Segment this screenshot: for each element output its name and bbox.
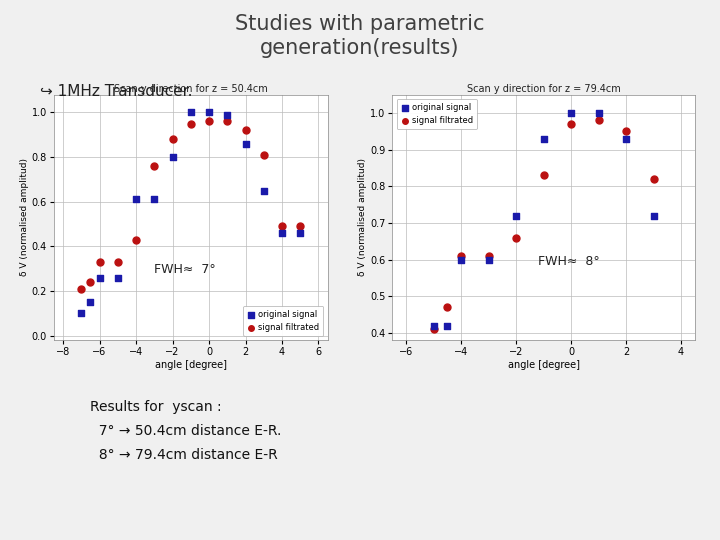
original signal — [483, 255, 495, 264]
X-axis label: angle [degree]: angle [degree] — [508, 360, 580, 370]
original signal — [167, 153, 179, 161]
original signal — [510, 211, 522, 220]
original signal — [294, 228, 306, 237]
signal filtrated — [648, 174, 660, 183]
signal filtrated — [185, 119, 197, 128]
signal filtrated — [112, 258, 124, 266]
Text: ↪ 1MHz Transducer.: ↪ 1MHz Transducer. — [40, 84, 192, 99]
original signal — [565, 109, 577, 117]
Text: FWH≈  8°: FWH≈ 8° — [538, 255, 600, 268]
signal filtrated — [85, 278, 96, 286]
original signal — [593, 109, 604, 117]
signal filtrated — [538, 171, 549, 179]
original signal — [94, 273, 105, 282]
Title: Scan y direction for z = 50.4cm: Scan y direction for z = 50.4cm — [114, 84, 268, 94]
original signal — [203, 108, 215, 117]
signal filtrated — [130, 235, 142, 244]
original signal — [258, 186, 269, 195]
original signal — [276, 228, 288, 237]
original signal — [240, 139, 251, 148]
original signal — [185, 108, 197, 117]
Legend: original signal, signal filtrated: original signal, signal filtrated — [243, 306, 323, 336]
original signal — [538, 134, 549, 143]
original signal — [130, 195, 142, 204]
signal filtrated — [94, 258, 105, 266]
signal filtrated — [203, 117, 215, 126]
original signal — [648, 211, 660, 220]
original signal — [455, 255, 467, 264]
signal filtrated — [148, 161, 160, 170]
signal filtrated — [167, 135, 179, 144]
signal filtrated — [593, 116, 604, 125]
signal filtrated — [222, 117, 233, 126]
original signal — [621, 134, 632, 143]
Text: Studies with parametric
generation(results): Studies with parametric generation(resul… — [235, 14, 485, 58]
signal filtrated — [240, 126, 251, 134]
original signal — [85, 298, 96, 307]
Y-axis label: δ V (normalised amplitud): δ V (normalised amplitud) — [359, 158, 367, 276]
signal filtrated — [455, 252, 467, 260]
Title: Scan y direction for z = 79.4cm: Scan y direction for z = 79.4cm — [467, 84, 621, 94]
original signal — [148, 195, 160, 204]
original signal — [222, 110, 233, 119]
original signal — [428, 321, 439, 330]
original signal — [76, 309, 87, 318]
signal filtrated — [621, 127, 632, 136]
signal filtrated — [258, 151, 269, 159]
signal filtrated — [76, 285, 87, 293]
original signal — [112, 273, 124, 282]
signal filtrated — [294, 222, 306, 231]
Legend: original signal, signal filtrated: original signal, signal filtrated — [397, 99, 477, 129]
original signal — [441, 321, 453, 330]
signal filtrated — [276, 222, 288, 231]
signal filtrated — [510, 233, 522, 242]
signal filtrated — [428, 325, 439, 334]
signal filtrated — [483, 252, 495, 260]
Text: Results for  yscan :
  7° → 50.4cm distance E-R.
  8° → 79.4cm distance E-R: Results for yscan : 7° → 50.4cm distance… — [90, 400, 282, 462]
Text: FWH≈  7°: FWH≈ 7° — [154, 263, 216, 276]
signal filtrated — [441, 303, 453, 312]
signal filtrated — [565, 119, 577, 128]
Y-axis label: δ V (normalised amplitud): δ V (normalised amplitud) — [20, 158, 29, 276]
X-axis label: angle [degree]: angle [degree] — [155, 360, 227, 370]
